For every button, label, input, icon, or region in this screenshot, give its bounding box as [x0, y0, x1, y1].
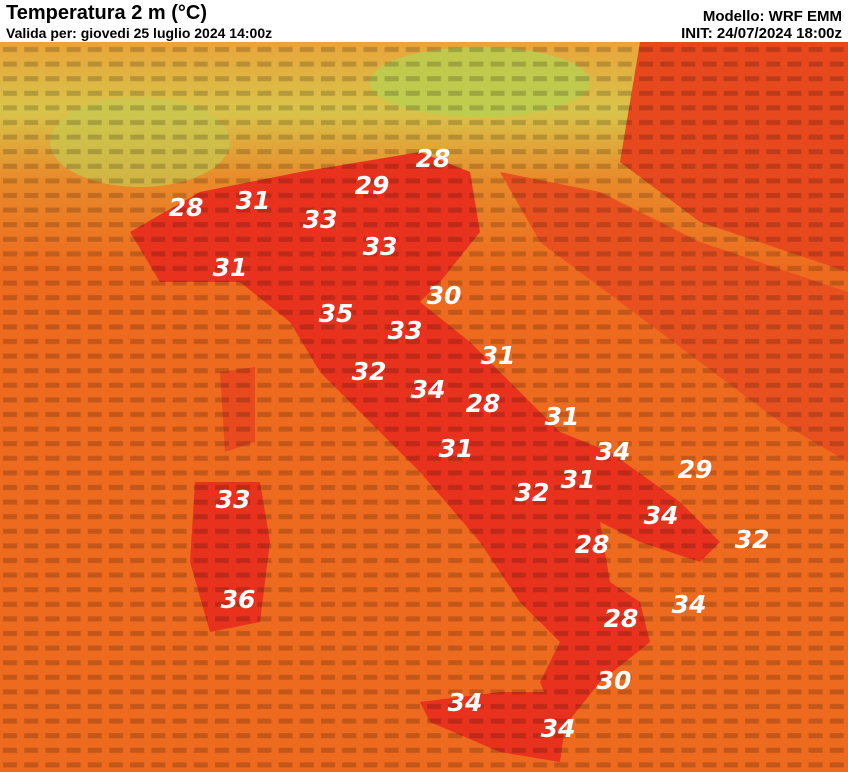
temperature-label: 34 — [672, 590, 707, 619]
temperature-label: 31 — [561, 465, 596, 494]
temperature-label: 29 — [355, 171, 390, 200]
temperature-label: 35 — [319, 299, 354, 328]
temperature-label: 31 — [481, 341, 516, 370]
temperature-label: 28 — [416, 144, 451, 173]
title: Temperatura 2 m (°C) — [6, 2, 208, 24]
temperature-label: 32 — [515, 478, 550, 507]
temperature-label: 32 — [735, 525, 770, 554]
temperature-label: 28 — [169, 193, 204, 222]
temperature-label: 36 — [221, 585, 256, 614]
temperature-label: 34 — [596, 437, 631, 466]
temperature-label: 31 — [213, 253, 248, 282]
temperature-label: 31 — [439, 434, 474, 463]
subtitle: Valida per: giovedi 25 luglio 2024 14:00… — [6, 25, 273, 41]
temperature-label: 28 — [575, 530, 610, 559]
init: INIT: 24/07/2024 18:00z — [681, 25, 842, 42]
temperature-label: 34 — [448, 688, 483, 717]
temperature-label: 28 — [466, 389, 501, 418]
temperature-label: 34 — [644, 501, 679, 530]
temperature-label: 31 — [545, 402, 580, 431]
temperature-label: 33 — [363, 232, 398, 261]
temperature-label: 33 — [216, 485, 251, 514]
temperature-label: 32 — [352, 357, 387, 386]
temperature-label: 28 — [604, 604, 639, 633]
temperature-label: 30 — [597, 666, 632, 695]
model: Modello: WRF EMM — [702, 8, 842, 25]
grid-values — [0, 42, 848, 772]
temperature-label: 34 — [541, 714, 576, 743]
temperature-label: 33 — [388, 316, 423, 345]
temperature-label: 30 — [427, 281, 462, 310]
temperature-label: 33 — [303, 205, 338, 234]
temperature-label: 29 — [678, 455, 713, 484]
header: Temperatura 2 m (°C) Valida per: giovedi… — [0, 0, 848, 42]
temperature-label: 31 — [236, 186, 271, 215]
temperature-label: 34 — [411, 375, 446, 404]
